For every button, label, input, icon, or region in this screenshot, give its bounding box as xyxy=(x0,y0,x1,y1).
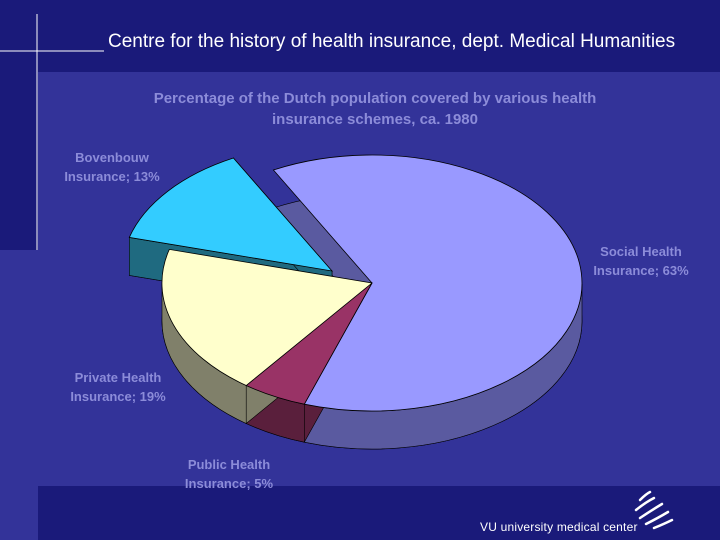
vumc-logo-icon xyxy=(634,490,674,530)
chart-title-line: insurance schemes, ca. 1980 xyxy=(272,111,478,128)
pie-slice-label-line: Social Health xyxy=(600,244,682,259)
pie-slice-label-line: Insurance; 19% xyxy=(70,389,166,404)
pie-slice-label: Social Health Insurance; 63% xyxy=(593,244,689,278)
pie-slice xyxy=(128,157,334,272)
pie-slice-label-line: Insurance; 63% xyxy=(593,263,689,278)
footer-logo-text: VU university medical center xyxy=(480,520,638,534)
pie-slice-label-line: Insurance; 5% xyxy=(185,476,274,491)
pie-slice-label-line: Bovenbouw xyxy=(75,150,150,165)
pie-slice xyxy=(161,248,373,386)
footer-band xyxy=(38,486,720,540)
pie-slice-label: Bovenbouw Insurance; 13% xyxy=(64,150,160,184)
pie-slice-label-line: Public Health xyxy=(188,457,270,472)
pie-slice xyxy=(272,154,583,412)
pie-slice-label-line: Private Health xyxy=(75,370,162,385)
chart-title: Percentage of the Dutch population cover… xyxy=(154,90,597,128)
corner-block xyxy=(0,0,38,250)
pie-slice-label: Private Health Insurance; 19% xyxy=(70,370,166,404)
pie-slice-label: Public Health Insurance; 5% xyxy=(185,457,274,491)
chart-title-line: Percentage of the Dutch population cover… xyxy=(154,90,597,107)
pie-slice-label-line: Insurance; 13% xyxy=(64,169,160,184)
header-title: Centre for the history of health insuran… xyxy=(108,31,676,52)
header-band xyxy=(38,0,720,72)
